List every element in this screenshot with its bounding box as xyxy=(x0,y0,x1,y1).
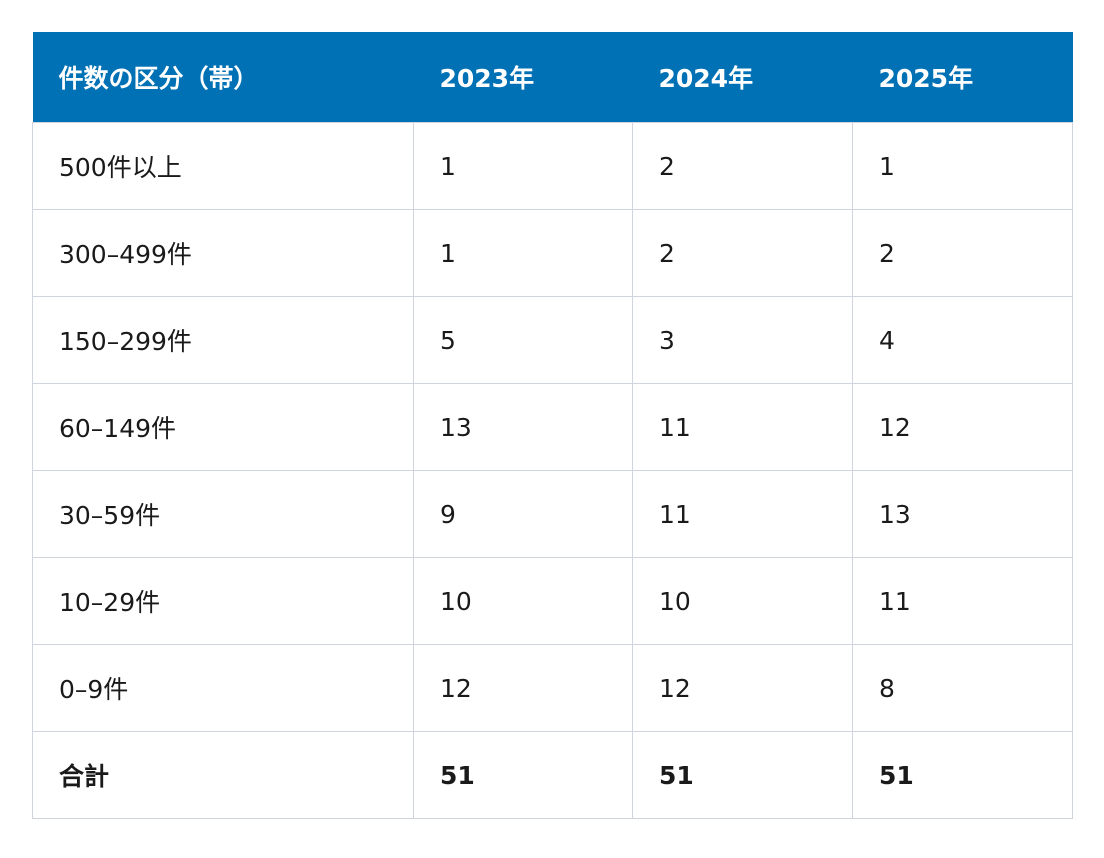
row-label: 0–9件 xyxy=(32,644,414,732)
header-row: 件数の区分（帯） 2023年 2024年 2025年 xyxy=(32,32,1073,123)
table-cell: 2 xyxy=(632,122,853,210)
table-row: 150–299件 5 3 4 xyxy=(32,296,1073,384)
row-label: 10–29件 xyxy=(32,557,414,645)
row-label: 150–299件 xyxy=(32,296,414,384)
table-cell: 9 xyxy=(413,470,633,558)
table-cell: 12 xyxy=(852,383,1073,471)
table-row: 0–9件 12 12 8 xyxy=(32,644,1073,732)
table-cell: 1 xyxy=(852,122,1073,210)
table-body: 500件以上 1 2 1 300–499件 1 2 2 150–299件 5 3 4 60–149件 13… xyxy=(32,122,1073,819)
table-row: 300–499件 1 2 2 xyxy=(32,209,1073,297)
table-cell: 3 xyxy=(632,296,853,384)
table-cell: 51 xyxy=(632,731,853,819)
table-cell: 2 xyxy=(632,209,853,297)
row-label: 合計 xyxy=(32,731,414,819)
table-cell: 51 xyxy=(413,731,633,819)
table-cell: 10 xyxy=(632,557,853,645)
table-row: 10–29件 10 10 11 xyxy=(32,557,1073,645)
row-label: 60–149件 xyxy=(32,383,414,471)
table-cell: 51 xyxy=(852,731,1073,819)
header-cell: 2023年 xyxy=(413,32,633,123)
table-row: 500件以上 1 2 1 xyxy=(32,122,1073,210)
header-cell: 件数の区分（帯） xyxy=(32,32,414,123)
table-cell: 12 xyxy=(632,644,853,732)
table-cell: 1 xyxy=(413,209,633,297)
table-cell: 1 xyxy=(413,122,633,210)
row-label: 500件以上 xyxy=(32,122,414,210)
table-header: 件数の区分（帯） 2023年 2024年 2025年 xyxy=(32,32,1073,123)
table-cell: 11 xyxy=(852,557,1073,645)
table-cell: 13 xyxy=(413,383,633,471)
table-row: 60–149件 13 11 12 xyxy=(32,383,1073,471)
table-cell: 11 xyxy=(632,383,853,471)
table-cell: 13 xyxy=(852,470,1073,558)
data-table: 件数の区分（帯） 2023年 2024年 2025年 500件以上 1 2 1 300–499… xyxy=(32,32,1073,819)
header-cell: 2025年 xyxy=(852,32,1073,123)
table-cell: 12 xyxy=(413,644,633,732)
table-cell: 8 xyxy=(852,644,1073,732)
table-cell: 10 xyxy=(413,557,633,645)
header-cell: 2024年 xyxy=(632,32,853,123)
table-cell: 4 xyxy=(852,296,1073,384)
table-cell: 2 xyxy=(852,209,1073,297)
table-cell: 5 xyxy=(413,296,633,384)
table-cell: 11 xyxy=(632,470,853,558)
table-row: 合計 51 51 51 xyxy=(32,731,1073,819)
table-row: 30–59件 9 11 13 xyxy=(32,470,1073,558)
row-label: 30–59件 xyxy=(32,470,414,558)
row-label: 300–499件 xyxy=(32,209,414,297)
